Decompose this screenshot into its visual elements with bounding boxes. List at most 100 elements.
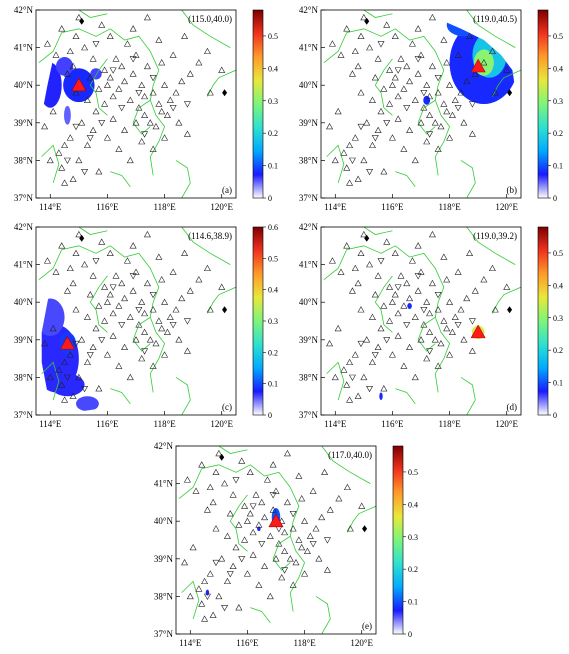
station-up (488, 264, 496, 272)
station-down (203, 593, 211, 601)
station-up (203, 264, 211, 272)
station-up (386, 100, 394, 107)
station-down (63, 374, 71, 382)
station-down (141, 348, 149, 355)
colorbar-tick-label: 0.1 (268, 380, 278, 389)
station-up (146, 119, 154, 126)
plot-frame (175, 445, 377, 635)
station-up (158, 107, 166, 115)
station-up (209, 498, 217, 506)
station-up (52, 51, 60, 58)
station-up (451, 313, 459, 320)
station-up (388, 298, 396, 305)
station-up (360, 230, 368, 238)
x-tick-label: 114°E (39, 202, 62, 212)
station-up (155, 36, 163, 43)
station-down (357, 123, 365, 131)
station-up (92, 324, 100, 332)
y-tick-label: 39°N (299, 335, 319, 345)
station-up (351, 47, 359, 55)
x-tick-label: 114°E (39, 419, 62, 429)
diamond-marker (222, 89, 228, 97)
colorbar-tick-label: 0.4 (553, 281, 563, 290)
station-up (158, 276, 166, 283)
x-tick-label: 118°E (293, 638, 316, 648)
station-up (158, 324, 166, 332)
station-down (141, 131, 149, 138)
field-layer (423, 13, 516, 105)
station-up (149, 145, 157, 152)
border-line (181, 227, 231, 265)
station-up (468, 130, 476, 137)
station-down (183, 318, 191, 325)
field-layer (41, 298, 99, 412)
station-down (92, 41, 100, 48)
station-up (255, 521, 263, 528)
station-up (183, 347, 191, 354)
station-down (92, 258, 100, 265)
station-up (195, 276, 203, 283)
station-up (201, 577, 209, 585)
y-tick-label: 42°N (14, 5, 34, 15)
station-down (403, 105, 411, 112)
station-up (337, 51, 345, 58)
station-up (298, 543, 306, 551)
x-tick-label: 120°E (495, 202, 518, 212)
station-up (400, 145, 408, 152)
station-up (295, 536, 303, 543)
station-up (195, 585, 203, 592)
station-up (312, 525, 320, 532)
station-up (363, 336, 371, 343)
y-tick-label: 41°N (14, 260, 34, 270)
station-up (394, 92, 402, 100)
station-down (468, 318, 476, 325)
station-up (446, 81, 454, 88)
station-up (223, 532, 231, 539)
station-up (132, 268, 140, 275)
border-line (374, 275, 393, 333)
panel-letter: (c) (222, 402, 232, 412)
station-up (451, 96, 459, 103)
station-up (269, 461, 277, 468)
station-up (75, 230, 83, 238)
station-up (403, 279, 411, 287)
plot-area (323, 10, 521, 198)
border-line (315, 596, 331, 634)
border-line (38, 245, 166, 393)
station-up (406, 126, 414, 134)
station-up (215, 592, 223, 600)
station-up (411, 313, 419, 320)
station-up (431, 336, 439, 343)
station-up (109, 309, 117, 317)
colorbar (392, 445, 404, 635)
station-up (69, 175, 77, 182)
station-up (292, 558, 300, 566)
station-up (272, 487, 280, 494)
station-down (377, 258, 385, 265)
station-down (468, 101, 476, 108)
station-up (103, 134, 111, 141)
station-up (126, 96, 134, 103)
station-up (357, 306, 365, 313)
station-up (49, 107, 57, 115)
station-down (357, 340, 365, 348)
station-up (380, 85, 388, 92)
station-up (135, 321, 143, 328)
station-up (66, 47, 74, 55)
plot-frame (35, 9, 237, 199)
station-down (403, 322, 411, 329)
colorbar-tick-label: 0 (268, 411, 272, 420)
station-down (86, 135, 94, 142)
colorbar-tick-label: 0.4 (408, 500, 418, 509)
border-line (347, 505, 376, 533)
station-down (129, 56, 137, 63)
station-up (366, 43, 374, 51)
source-coordinate-label: (115.0,40.0) (188, 14, 232, 24)
station-up (480, 59, 488, 66)
station-up (203, 47, 211, 55)
station-up (126, 373, 134, 381)
station-down (371, 135, 379, 142)
station-up (440, 36, 448, 43)
plot-frame (320, 226, 522, 416)
station-up (166, 313, 174, 320)
